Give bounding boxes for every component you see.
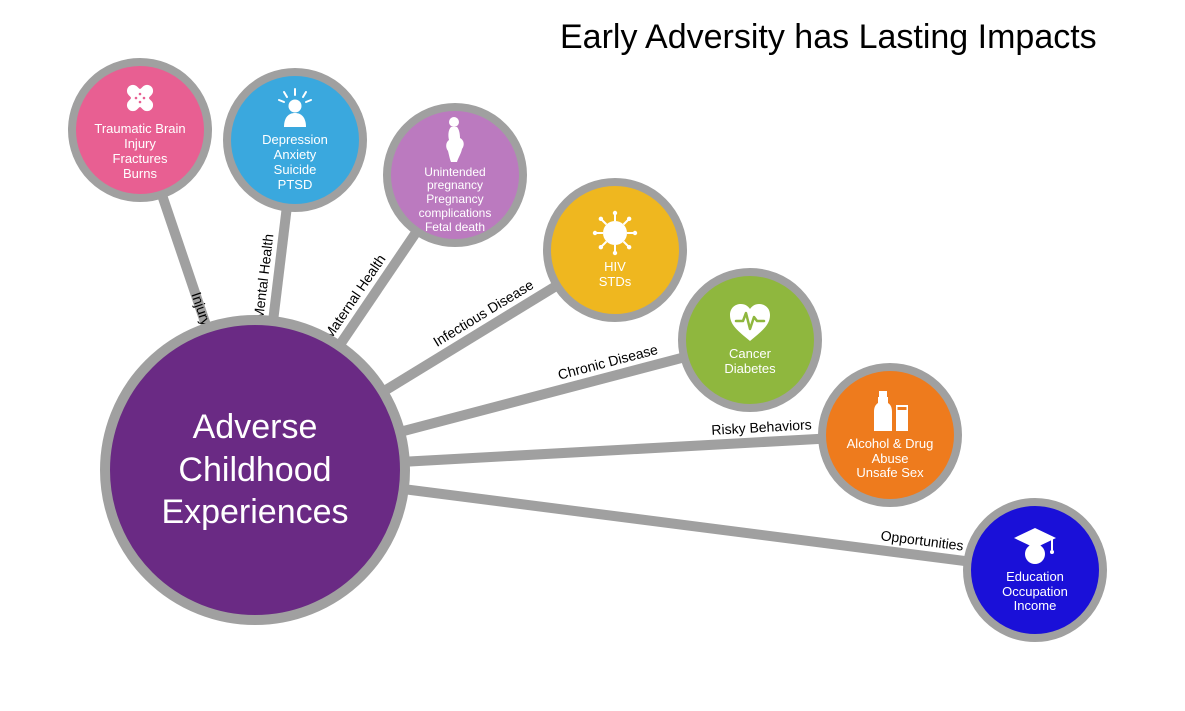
node-mental: DepressionAnxietySuicidePTSD — [223, 68, 367, 212]
pregnant-icon — [442, 116, 468, 162]
node-label-line: STDs — [599, 275, 632, 290]
node-label-line: Fetal death — [419, 221, 492, 235]
node-label-line: Alcohol & Drug — [847, 437, 934, 452]
node-chronic: CancerDiabetes — [678, 268, 822, 412]
node-label-line: HIV — [599, 260, 632, 275]
node-labels-mental: DepressionAnxietySuicidePTSD — [262, 133, 328, 193]
node-labels-maternal: UnintendedpregnancyPregnancycomplication… — [419, 166, 492, 235]
node-labels-opportunities: EducationOccupationIncome — [1002, 570, 1068, 615]
node-label-line: Pregnancy — [419, 193, 492, 207]
node-label-line: Suicide — [262, 163, 328, 178]
node-label-line: pregnancy — [419, 179, 492, 193]
center-label-line: Adverse — [161, 406, 348, 449]
page-title: Early Adversity has Lasting Impacts — [560, 18, 1097, 57]
node-label-line: complications — [419, 207, 492, 221]
node-risky: Alcohol & DrugAbuseUnsafe Sex — [818, 363, 962, 507]
bottle-glass-icon — [870, 389, 910, 433]
node-label-line: Fractures — [94, 152, 185, 167]
heart-ecg-icon — [728, 303, 772, 343]
center-label: AdverseChildhoodExperiences — [161, 406, 348, 534]
node-label-line: Diabetes — [724, 362, 775, 377]
node-label-line: Education — [1002, 570, 1068, 585]
node-infectious: HIVSTDs — [543, 178, 687, 322]
center-label-line: Experiences — [161, 491, 348, 534]
node-opportunities: EducationOccupationIncome — [963, 498, 1107, 642]
node-injury: Traumatic BrainInjuryFracturesBurns — [68, 58, 212, 202]
node-label-line: Unintended — [419, 166, 492, 180]
node-labels-risky: Alcohol & DrugAbuseUnsafe Sex — [847, 437, 934, 482]
node-label-line: Depression — [262, 133, 328, 148]
head-rays-icon — [274, 87, 316, 129]
node-label-line: Injury — [94, 137, 185, 152]
grad-cap-icon — [1012, 526, 1058, 566]
node-label-line: Unsafe Sex — [847, 466, 934, 481]
node-label-line: Occupation — [1002, 585, 1068, 600]
node-label-line: Anxiety — [262, 148, 328, 163]
node-label-line: Burns — [94, 167, 185, 182]
node-labels-infectious: HIVSTDs — [599, 260, 632, 290]
node-label-line: Traumatic Brain — [94, 122, 185, 137]
node-label-line: Cancer — [724, 347, 775, 362]
node-label-line: PTSD — [262, 178, 328, 193]
node-label-line: Abuse — [847, 452, 934, 467]
bandage-icon — [120, 78, 160, 118]
node-labels-chronic: CancerDiabetes — [724, 347, 775, 377]
center-label-line: Childhood — [161, 449, 348, 492]
center-node: AdverseChildhoodExperiences — [100, 315, 410, 625]
node-label-line: Income — [1002, 599, 1068, 614]
node-maternal: UnintendedpregnancyPregnancycomplication… — [383, 103, 527, 247]
node-labels-injury: Traumatic BrainInjuryFracturesBurns — [94, 122, 185, 182]
virus-icon — [592, 210, 638, 256]
